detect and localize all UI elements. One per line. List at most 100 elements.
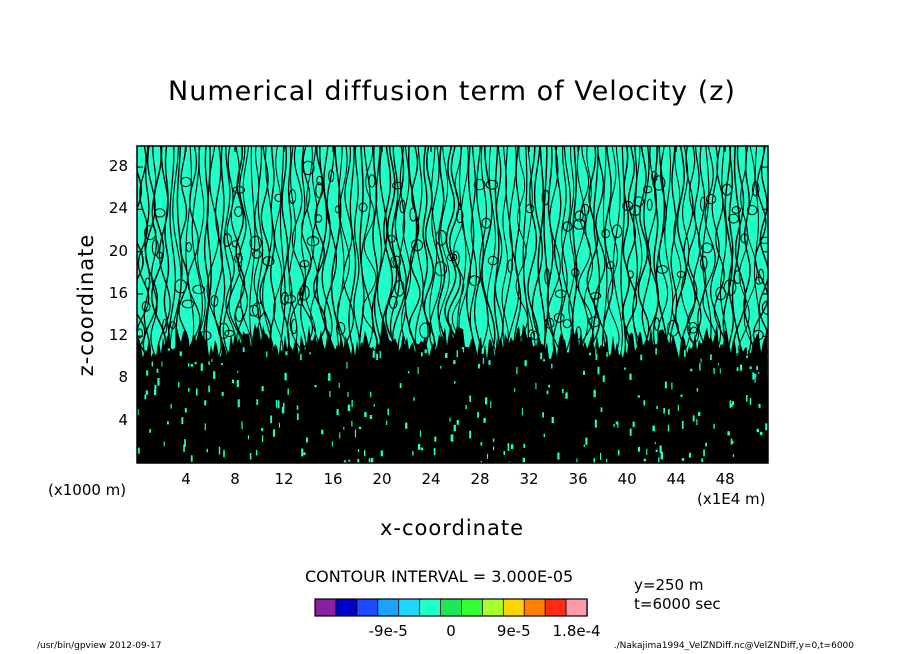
field-speck (699, 363, 701, 371)
colorbar-swatch (565, 598, 588, 617)
field-speck (376, 353, 379, 361)
field-speck (681, 421, 684, 429)
contour-cell (274, 193, 283, 202)
field-speck (485, 397, 488, 405)
contour-line (753, 146, 761, 462)
contour-line (383, 146, 402, 462)
field-speck (343, 427, 345, 430)
contour-cell (601, 228, 611, 239)
contour-cell (751, 181, 760, 197)
contour-cell (611, 224, 623, 238)
field-speck (667, 424, 670, 432)
contour-cell (153, 208, 166, 218)
field-speck (654, 441, 656, 445)
field-speck (632, 421, 635, 428)
contour-line (183, 146, 195, 462)
field-speck (465, 405, 467, 410)
contour-cell (527, 329, 535, 341)
contour-cell (392, 255, 401, 269)
field-speck (524, 360, 527, 367)
contour-cell (298, 285, 310, 301)
contour-cell (487, 255, 498, 266)
contour-line (406, 146, 423, 462)
contour-line (529, 146, 546, 462)
contour-cell (315, 182, 324, 199)
contour-line (298, 146, 308, 462)
field-speck (480, 442, 483, 446)
contour-line (231, 146, 248, 462)
contour-cell (283, 294, 296, 304)
contour-line (188, 146, 207, 461)
field-speck (154, 384, 157, 390)
field-speck (613, 424, 615, 427)
contour-line (512, 146, 523, 462)
contour-cell (627, 270, 634, 279)
contour-line (421, 146, 437, 462)
contour-line (334, 146, 347, 462)
contour-line (137, 146, 153, 462)
field-speck (490, 401, 492, 408)
field-speck (629, 428, 632, 436)
contour-line (221, 146, 234, 462)
contour-line (346, 146, 358, 462)
field-speck (218, 446, 221, 455)
field-speck (156, 368, 159, 373)
contour-line (399, 146, 415, 462)
chart-title: Numerical diffusion term of Velocity (z) (168, 76, 736, 107)
contour-line (720, 146, 735, 462)
x-tick-label: 12 (274, 470, 294, 488)
field-speck (273, 429, 276, 437)
field-speck (703, 449, 705, 457)
field-speck (482, 357, 485, 364)
x-axis-label: x-coordinate (379, 516, 525, 540)
field-speck (749, 366, 752, 370)
field-speck (413, 397, 415, 401)
field-speck (600, 452, 602, 460)
field-speck (338, 382, 340, 389)
footer-left: /usr/bin/gpview 2012-09-17 (37, 641, 162, 651)
contour-line (435, 146, 448, 461)
field-speck (223, 450, 225, 458)
contour-cell (485, 179, 499, 190)
field-speck (190, 364, 194, 367)
field-speck (417, 367, 419, 375)
contour-cell (399, 199, 406, 214)
contour-line (162, 146, 171, 462)
field-speck (585, 437, 588, 445)
contour-line (691, 146, 704, 462)
field-speck (138, 447, 140, 454)
field-speck (710, 354, 712, 361)
field-speck (543, 359, 546, 362)
field-speck (629, 373, 632, 381)
colorbar-swatch (481, 598, 505, 617)
contour-line (456, 146, 474, 462)
colorbar-label: -9e-5 (368, 622, 408, 640)
field-speck (758, 372, 760, 374)
contour-cell (392, 181, 403, 190)
field-speck (137, 409, 139, 415)
field-speck (756, 366, 758, 371)
contour-line (610, 146, 624, 462)
field-speck (370, 391, 372, 398)
contour-line (718, 146, 730, 462)
field-speck (204, 423, 206, 431)
field-speck (351, 399, 353, 408)
x-axis-unit: (x1E4 m) (697, 490, 766, 508)
field-speck (190, 455, 193, 462)
field-speck (296, 413, 299, 420)
field-speck (178, 382, 180, 388)
contour-line (183, 146, 203, 462)
field-speck (690, 368, 693, 372)
contour-cell (306, 236, 320, 247)
field-speck (583, 370, 586, 375)
contour-cell (606, 261, 615, 270)
contour-line (707, 146, 723, 462)
contour-cell (633, 196, 645, 207)
contour-cell (296, 290, 304, 306)
contour-cell (562, 221, 573, 232)
contour-line (334, 146, 355, 462)
field-speck (266, 351, 268, 358)
field-speck (424, 349, 427, 354)
field-speck (594, 419, 597, 428)
field-speck (593, 389, 596, 398)
